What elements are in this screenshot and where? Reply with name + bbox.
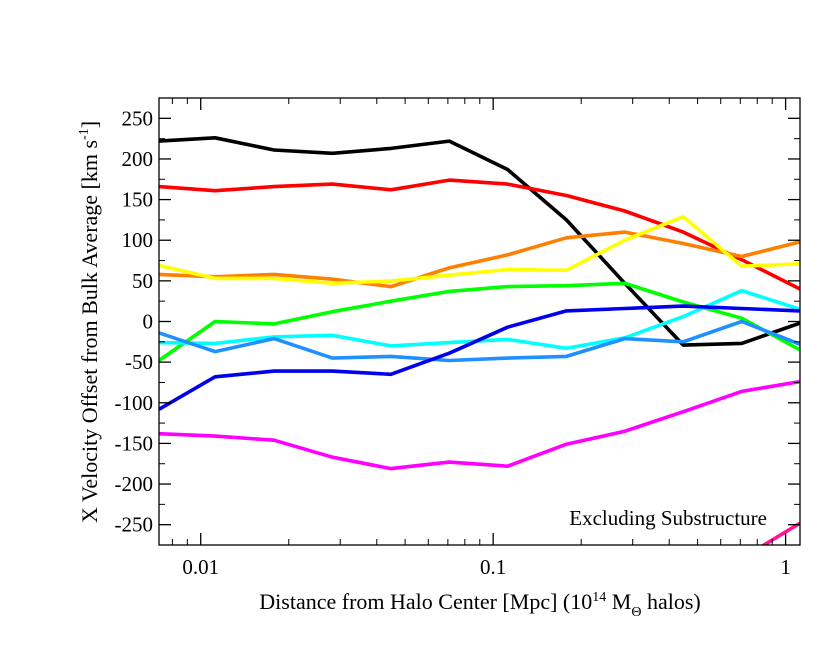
- series-line-1: [159, 136, 800, 347]
- y-axis-title-text: X Velocity Offset from Bulk Average [km …: [77, 140, 102, 523]
- series-line-5: [159, 281, 800, 362]
- x-axis-title-sup: 14: [592, 590, 606, 605]
- annotation-label: Excluding Substructure: [569, 506, 767, 530]
- y-axis-title-tail: ]: [77, 121, 102, 128]
- ticks-layer: 250 200 150 100 50 0 -50 -100 -150 -200 -250 0.01 0.…: [115, 97, 800, 579]
- series-layer: [159, 136, 800, 545]
- x-axis-title: Distance from Halo Center [Mpc] (1014 MΘ…: [259, 589, 700, 620]
- y-tick-label: -100: [115, 391, 154, 415]
- x-tick-label: 1: [780, 555, 791, 579]
- x-axis-title-text: Distance from Halo Center [Mpc] (10: [259, 589, 592, 614]
- y-tick-label: -200: [115, 472, 154, 496]
- y-tick-label: 50: [132, 269, 153, 293]
- x-axis-title-sub: Θ: [631, 605, 641, 620]
- y-tick-label: 0: [143, 310, 154, 334]
- x-tick-label: 0.01: [182, 555, 219, 579]
- series-line-3: [159, 230, 800, 289]
- x-axis-title-tail: halos): [641, 589, 700, 614]
- y-axis-title-sup: -1: [77, 128, 92, 140]
- series-line-7: [159, 319, 800, 363]
- series-line-2: [159, 178, 800, 291]
- series-line-8: [159, 304, 800, 411]
- y-tick-label: 100: [122, 228, 154, 252]
- y-tick-label: 250: [122, 106, 154, 130]
- y-tick-label: 150: [122, 188, 154, 212]
- x-tick-label: 0.1: [480, 555, 506, 579]
- y-tick-label: -250: [115, 513, 154, 537]
- x-axis-title-unit: M: [606, 589, 631, 614]
- series-line-10: [760, 521, 800, 545]
- y-tick-label: -150: [115, 431, 154, 455]
- y-tick-label: -50: [125, 350, 153, 374]
- series-line-9: [159, 379, 800, 471]
- y-axis-title: X Velocity Offset from Bulk Average [km …: [77, 121, 102, 523]
- series-line-4: [159, 214, 800, 286]
- y-tick-label: 200: [122, 147, 154, 171]
